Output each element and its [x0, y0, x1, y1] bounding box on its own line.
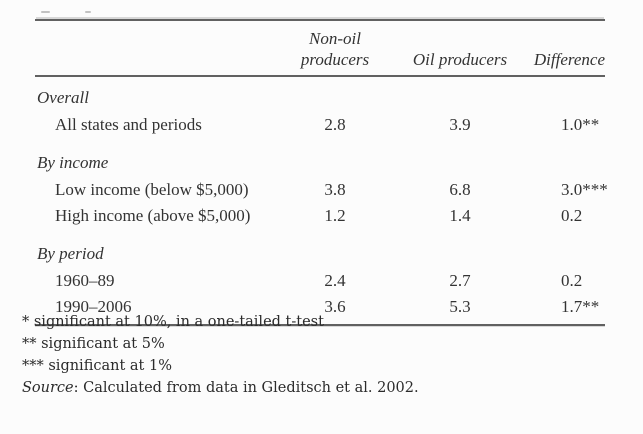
cropped-text-artifact [41, 11, 50, 13]
cell-non-oil: 3.6 [324, 297, 346, 316]
cell-difference: 0.2 [561, 206, 583, 225]
table-header-row: Non-oil producers Oil producers Differen… [35, 20, 605, 77]
section-label: By income [37, 153, 109, 172]
source-note: Source: Calculated from data in Gleditsc… [22, 377, 419, 399]
source-label: Source [22, 380, 74, 396]
section-label: Overall [37, 88, 89, 107]
cell-oil: 5.3 [449, 297, 471, 316]
cell-oil: 1.4 [449, 206, 471, 225]
cell-difference: 0.2 [561, 271, 583, 290]
section-row-by-income: By income [35, 137, 605, 176]
section-row-overall: Overall [35, 76, 605, 111]
cell-non-oil: 2.4 [324, 271, 346, 290]
cell-non-oil: 3.8 [324, 180, 346, 199]
cell-non-oil: 2.8 [324, 115, 346, 134]
cell-difference: 3.0*** [561, 180, 608, 199]
cropped-text-artifact [85, 11, 91, 13]
statistics-table: Non-oil producers Oil producers Differen… [35, 19, 608, 326]
table-row: 1990–2006 3.6 5.3 1.7** [35, 293, 605, 325]
cell-non-oil: 1.2 [324, 206, 346, 225]
source-text: : Calculated from data in Gleditsch et a… [73, 380, 419, 396]
table-row: 1960–89 2.4 2.7 0.2 [35, 267, 605, 293]
table-row: All states and periods 2.8 3.9 1.0** [35, 111, 605, 137]
table-row: Low income (below $5,000) 3.8 6.8 3.0*** [35, 176, 608, 202]
row-label: Low income (below $5,000) [55, 180, 249, 199]
table-row: High income (above $5,000) 1.2 1.4 0.2 [35, 202, 605, 228]
row-label: 1960–89 [55, 271, 115, 290]
section-row-by-period: By period [35, 228, 605, 267]
footnote-10pct: * significant at 10%, in a one-tailed t-… [22, 314, 324, 330]
footnote-1pct: *** significant at 1% [22, 358, 172, 374]
footnote-5pct: ** significant at 5% [22, 336, 165, 352]
section-label: By period [37, 244, 104, 263]
cell-difference: 1.0** [561, 115, 600, 134]
column-header-oil-producers: Oil producers [395, 20, 525, 77]
cell-oil: 2.7 [449, 271, 471, 290]
row-label: All states and periods [55, 115, 202, 134]
cell-oil: 3.9 [449, 115, 471, 134]
row-label: High income (above $5,000) [55, 206, 251, 225]
row-label: 1990–2006 [55, 297, 132, 316]
cell-difference: 1.7** [561, 297, 600, 316]
cell-oil: 6.8 [449, 180, 471, 199]
header-spacer [35, 20, 275, 77]
column-header-difference: Difference [525, 20, 605, 77]
column-header-non-oil-producers: Non-oil producers [275, 20, 395, 77]
table-footnotes: * significant at 10%, in a one-tailed t-… [22, 311, 419, 399]
